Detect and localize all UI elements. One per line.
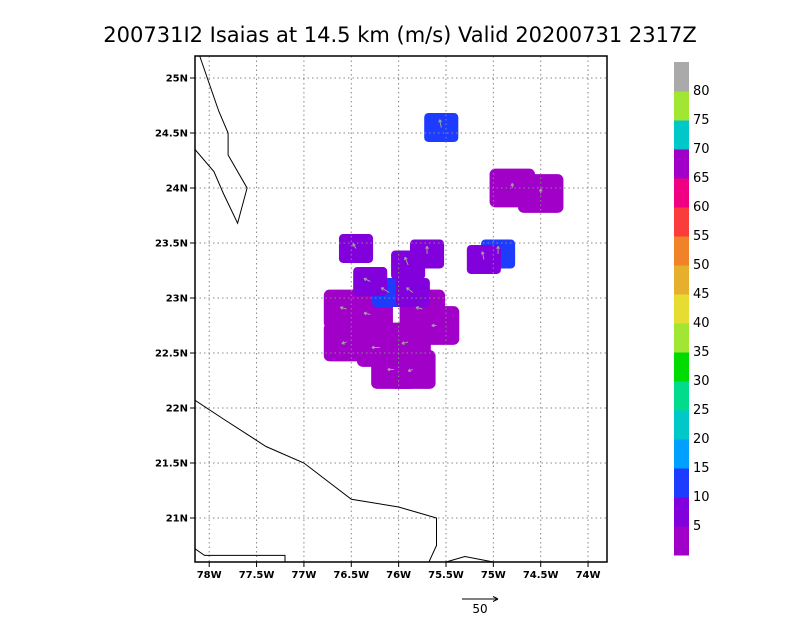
colorbar-label: 50 [693,258,710,273]
colorbar-segment [674,468,689,498]
colorbar-label: 20 [693,432,710,447]
wind-vector [363,311,371,316]
wind-vector [404,256,409,266]
colorbar-segment [674,323,689,353]
wind-vector [415,306,423,310]
x-tick-label: 78W [197,570,222,581]
y-tick-label: 25N [166,74,188,85]
wind-vector [496,245,500,254]
colorbar-label: 70 [693,142,710,157]
x-axis: 78W 77.5W 77W 76.5W 76W 75.5W 75W 74.5W 74W [197,562,601,581]
y-tick-label: 23N [166,294,188,305]
colorbar-segment [674,265,689,295]
colorbar-label: 80 [693,84,710,99]
colorbar-segment [674,352,689,382]
wind-vector [387,367,394,372]
y-tick-label: 23.5N [155,239,188,250]
colorbar-label: 55 [693,229,710,244]
reference-vector: 50 [462,596,499,616]
colorbar-segment [674,410,689,440]
colorbar-segment [674,91,689,121]
coastline [195,399,437,562]
coastlines [195,56,494,562]
wind-vector [401,341,409,345]
colorbar-label: 65 [693,171,710,186]
coastline [445,555,494,562]
colorbar-segment [674,236,689,266]
colorbar-segment [674,207,689,237]
y-tick-label: 24.5N [155,129,188,140]
y-axis: 21N 21.5N 22N 22.5N 23N 23.5N 24N 24.5N 25N [155,74,195,525]
plot-frame [194,55,608,563]
colorbar-label: 75 [693,113,710,128]
colorbar-segment [674,120,689,150]
colorbar-label: 25 [693,403,710,418]
colorbar-label: 30 [693,374,710,389]
reference-vector-arrowhead [492,596,499,602]
colorbar-label: 35 [693,345,710,360]
colorbar-label: 5 [693,519,701,534]
wind-vector [406,287,414,293]
x-tick-label: 77W [291,570,316,581]
y-tick-label: 22N [166,404,188,415]
wind-vector [480,251,485,260]
colorbar-segment [674,62,689,92]
wind-vector [341,341,347,345]
wind-vector [363,277,371,282]
reference-vector-label: 50 [472,602,487,616]
colorbar: 5 10 15 20 25 30 35 40 45 50 55 60 65 70 75 80 [674,62,710,556]
wind-vector [339,306,347,310]
x-tick-label: 74.5W [523,570,559,581]
colorbar-segment [674,149,689,179]
wind-vector [380,287,390,293]
grid-lines [195,56,607,562]
wind-vector [407,368,413,373]
wind-vector [431,323,437,328]
wind-vector [510,183,515,188]
x-tick-label: 75.5W [428,570,464,581]
colorbar-segment [674,497,689,527]
wind-vector [352,243,357,249]
x-tick-label: 76.5W [333,570,369,581]
colorbar-label: 40 [693,316,710,331]
y-tick-label: 22.5N [155,349,188,360]
wind-vector [371,345,380,350]
colorbar-label: 15 [693,461,710,476]
colorbar-label: 45 [693,287,710,302]
colorbar-segment [674,294,689,324]
colorbar-segment [674,439,689,469]
colorbar-segment [674,381,689,411]
wind-vectors [339,119,543,373]
coastline [195,56,248,225]
x-tick-label: 77.5W [239,570,275,581]
chart-title: 200731I2 Isaias at 14.5 km (m/s) Valid 2… [103,23,696,47]
x-tick-label: 75W [481,570,506,581]
coastline [195,548,286,562]
x-tick-label: 74W [576,570,601,581]
wind-field [323,113,564,389]
colorbar-segment [674,178,689,208]
colorbar-label: 60 [693,200,710,215]
colorbar-segment [674,526,689,556]
wind-vector [438,119,442,128]
y-tick-label: 21N [166,514,188,525]
x-tick-label: 76W [386,570,411,581]
wind-vector [538,188,543,194]
y-tick-label: 24N [166,184,188,195]
colorbar-label: 10 [693,490,710,505]
wind-vector [425,245,429,254]
y-tick-label: 21.5N [155,459,188,470]
